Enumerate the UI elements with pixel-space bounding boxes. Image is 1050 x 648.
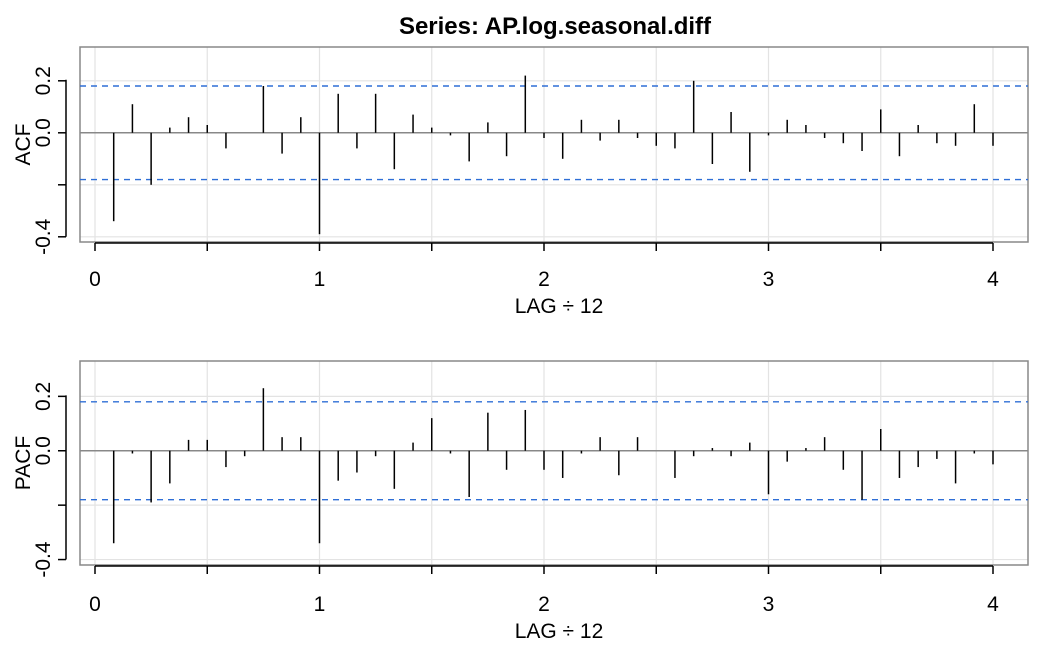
pacf-x-tick-label: 1 — [314, 593, 326, 616]
pacf-x-tick-label: 2 — [538, 593, 550, 616]
figure-title: Series: AP.log.seasonal.diff — [399, 13, 712, 40]
pacf-x-tick-label: 0 — [89, 593, 101, 616]
pacf-y-tick-label: -0.4 — [32, 541, 55, 578]
pacf-x-axis-label: LAG ÷ 12 — [515, 620, 604, 643]
pacf-y-tick-label: 0.0 — [32, 436, 55, 465]
acf-x-tick-label: 2 — [538, 268, 550, 291]
pacf-y-tick-label: 0.2 — [32, 382, 55, 411]
acf-x-tick-label: 4 — [987, 268, 999, 291]
acf-y-tick-label: 0.2 — [32, 66, 55, 95]
acf-y-tick-label: 0.0 — [32, 118, 55, 147]
acf-y-axis-label: ACF — [12, 124, 35, 166]
pacf-y-axis-label: PACF — [12, 436, 35, 490]
acf-x-axis-label: LAG ÷ 12 — [515, 295, 604, 318]
acf-frame — [79, 46, 1029, 243]
pacf-frame — [79, 360, 1029, 566]
acf-y-tick-label: -0.4 — [32, 218, 55, 255]
acf-panel: 0 1 2 3 4 LAG ÷ 12 -0.4 0.0 0.2 ACF — [12, 46, 1029, 318]
acf-x-tick-label: 0 — [89, 268, 101, 291]
pacf-x-tick-label: 4 — [987, 593, 999, 616]
pacf-x-tick-label: 3 — [763, 593, 775, 616]
acf-x-tick-label: 1 — [314, 268, 326, 291]
pacf-panel: 0 1 2 3 4 LAG ÷ 12 -0.4 0.0 0.2 PACF — [12, 360, 1029, 643]
acf-x-tick-label: 3 — [763, 268, 775, 291]
